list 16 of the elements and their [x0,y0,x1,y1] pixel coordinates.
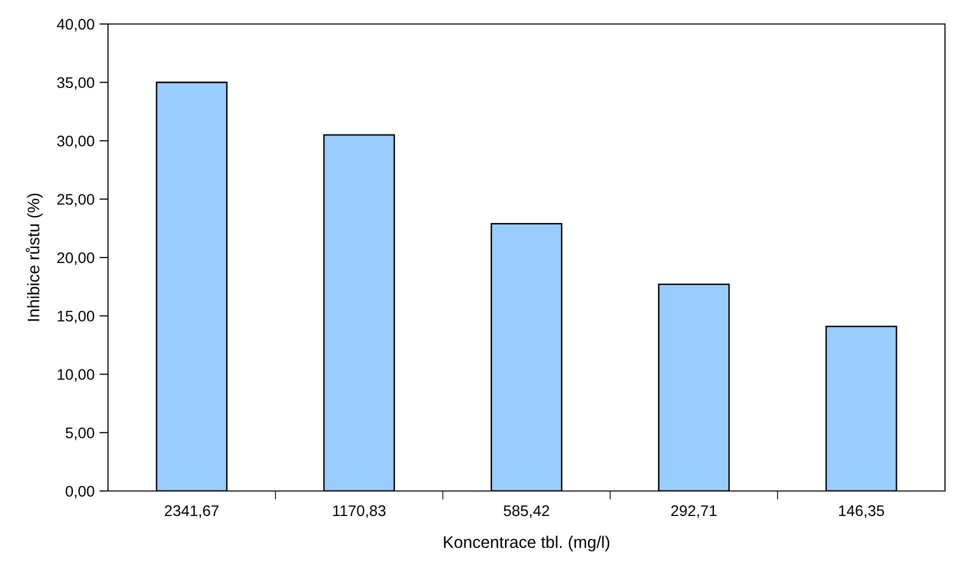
x-tick-label: 1170,83 [333,505,386,518]
y-tick-label: 20,00 [57,252,94,265]
y-tick-label: 35,00 [57,77,94,90]
y-tick-label: 15,00 [58,310,94,324]
y-tick-label: 30,00 [57,136,94,148]
y-tick-label: 0,00 [66,486,94,498]
x-tick-label: 146,35 [839,505,884,518]
x-tick-label: 2341,67 [164,505,219,518]
y-axis-title: Inhibice růstu (%) [26,194,43,321]
y-tick-label: 40,00 [56,18,94,32]
x-tick-label: 292,71 [671,505,717,518]
y-tick-label: 25,00 [57,194,94,207]
y-tick-label: 5,00 [66,427,94,440]
x-axis-title: Koncentrace tbl. (mg/l) [444,536,610,552]
y-tick-label: 10,00 [58,369,94,382]
x-tick-label: 585,42 [504,505,550,518]
